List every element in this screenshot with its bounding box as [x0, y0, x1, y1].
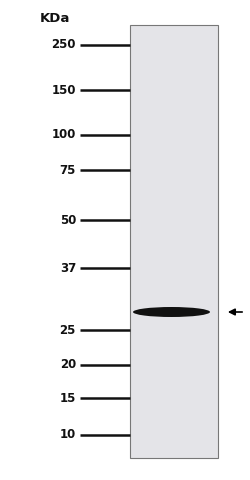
Text: 50: 50 [60, 214, 76, 227]
Text: 25: 25 [60, 324, 76, 336]
Text: 100: 100 [52, 129, 76, 142]
Ellipse shape [133, 307, 210, 317]
Text: 150: 150 [52, 84, 76, 96]
Text: 10: 10 [60, 429, 76, 442]
Text: 250: 250 [52, 38, 76, 51]
Text: 75: 75 [60, 164, 76, 177]
Bar [130, 25, 218, 458]
Text: 37: 37 [60, 262, 76, 275]
Text: 15: 15 [60, 392, 76, 405]
Text: 20: 20 [60, 359, 76, 372]
Text: KDa: KDa [40, 12, 70, 25]
